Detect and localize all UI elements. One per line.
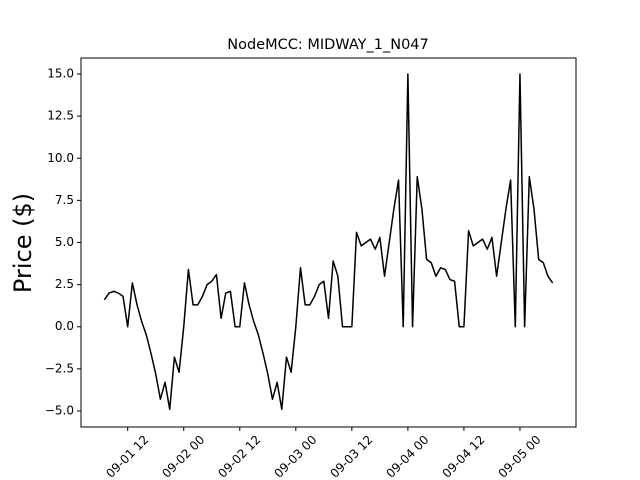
y-tick-label: 10.0 bbox=[47, 151, 74, 165]
chart-title: NodeMCC: MIDWAY_1_N047 bbox=[227, 37, 429, 53]
x-tick-label: 09-01 12 bbox=[103, 433, 151, 480]
y-tick-label: −2.5 bbox=[45, 361, 74, 375]
y-tick-label: −5.0 bbox=[45, 403, 74, 417]
x-tick-label: 09-04 00 bbox=[384, 433, 432, 480]
x-tick-label: 09-04 12 bbox=[440, 433, 488, 480]
x-tick-label: 09-02 00 bbox=[159, 433, 207, 480]
y-tick-label: 15.0 bbox=[47, 67, 74, 81]
y-axis-label: Price ($) bbox=[9, 193, 37, 293]
y-tick-label: 7.5 bbox=[55, 193, 74, 207]
x-tick-label: 09-03 00 bbox=[271, 433, 319, 480]
y-tick-label: 0.0 bbox=[55, 319, 74, 333]
x-tick-label: 09-03 12 bbox=[327, 433, 375, 480]
y-tick-label: 5.0 bbox=[55, 235, 74, 249]
y-tick-label: 2.5 bbox=[55, 277, 74, 291]
x-tick-label: 09-02 12 bbox=[215, 433, 263, 480]
price-line bbox=[103, 73, 554, 411]
x-tick-label: 09-05 00 bbox=[496, 433, 544, 480]
y-tick-label: 12.5 bbox=[47, 109, 74, 123]
